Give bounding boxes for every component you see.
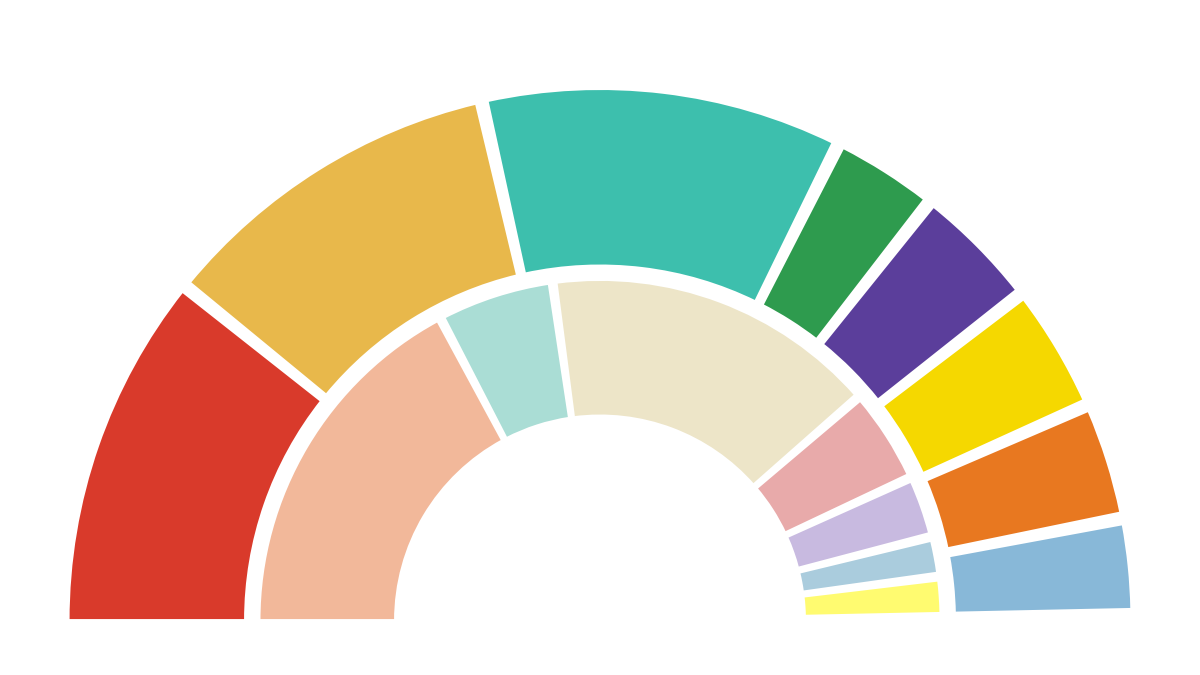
Wedge shape	[190, 103, 517, 395]
Wedge shape	[444, 284, 570, 439]
Wedge shape	[259, 321, 503, 620]
Wedge shape	[799, 541, 937, 592]
Wedge shape	[756, 400, 908, 533]
Wedge shape	[556, 279, 856, 485]
Wedge shape	[925, 410, 1121, 549]
Wedge shape	[822, 206, 1016, 400]
Wedge shape	[787, 481, 930, 568]
Wedge shape	[68, 291, 322, 620]
Wedge shape	[487, 88, 833, 302]
Wedge shape	[949, 524, 1132, 613]
Wedge shape	[803, 580, 941, 616]
Wedge shape	[882, 299, 1084, 474]
Wedge shape	[762, 147, 925, 340]
